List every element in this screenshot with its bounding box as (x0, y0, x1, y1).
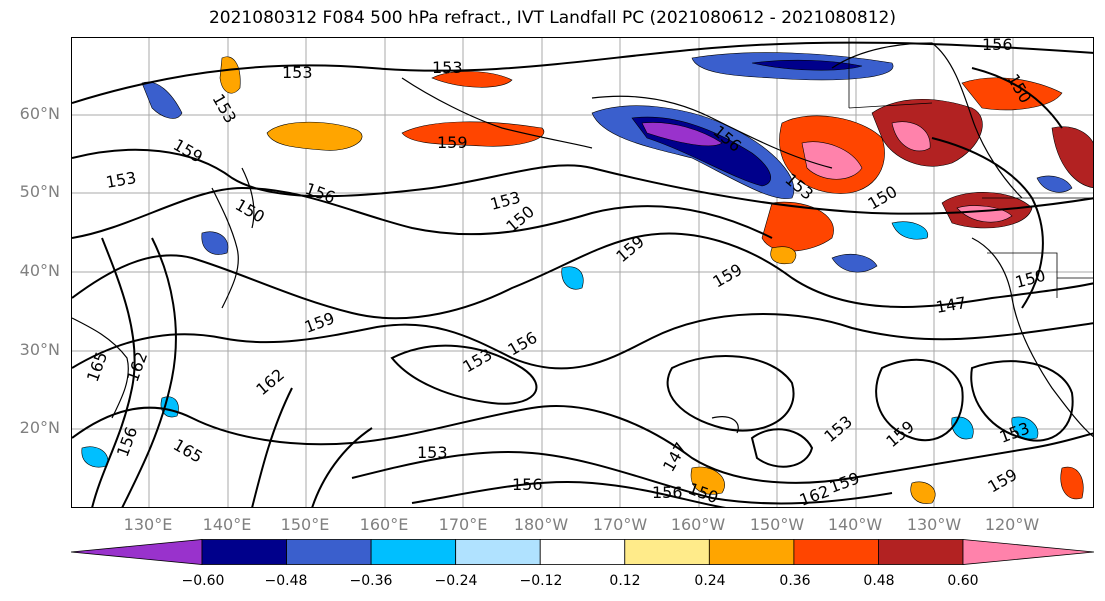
map-canvas: 153 153 153 159 159 153 156 150 153 150 … (72, 38, 1093, 508)
colorbar-segment (793, 539, 879, 565)
colorbar-tick: 0.48 (863, 573, 895, 589)
contour-label: 162 (123, 349, 151, 384)
positive-anomaly-shading (219, 56, 1093, 504)
height-contours (72, 41, 1093, 507)
contour-label: 153 (432, 58, 463, 77)
contour-label: 159 (170, 135, 206, 167)
lon-label-160w: 160°W (670, 515, 726, 534)
contour-label: 165 (170, 435, 206, 467)
colorbar-tick: 0.60 (947, 573, 979, 589)
contour-label: 153 (820, 412, 856, 446)
lon-label-150e: 150°E (280, 515, 330, 534)
lon-label-120w: 120°W (984, 515, 1040, 534)
lon-label-150w: 150°W (749, 515, 805, 534)
colorbar-segment (878, 539, 964, 565)
colorbar-tick: −0.24 (434, 573, 478, 589)
contour-label: 162 (797, 481, 832, 508)
borders (848, 38, 1093, 298)
lon-label-140w: 140°W (827, 515, 883, 534)
lat-label-20n: 20°N (19, 418, 60, 437)
lat-label-50n: 50°N (19, 182, 60, 201)
contour-label: 150 (232, 195, 268, 227)
negative-anomaly-shading (81, 52, 1073, 468)
colorbar-segment (286, 539, 372, 565)
colorbar-tick: 0.24 (694, 573, 726, 589)
contour-label: 147 (934, 293, 967, 317)
colorbar-extend-high (962, 539, 1094, 565)
lon-label-170e: 170°E (438, 515, 488, 534)
colorbar-tick: −0.12 (519, 573, 563, 589)
map-panel: 153 153 153 159 159 153 156 150 153 150 … (71, 37, 1094, 508)
colorbar-tick: −0.48 (264, 573, 308, 589)
lat-label-30n: 30°N (19, 340, 60, 359)
colorbar-tick: 0.36 (779, 573, 811, 589)
contour-label: 156 (652, 483, 683, 502)
contour-label: 150 (1013, 266, 1047, 292)
colorbar-tick: −0.60 (181, 573, 225, 589)
contour-label: 153 (104, 168, 137, 192)
colorbar-segment (201, 539, 287, 565)
contour-label: 150 (865, 182, 901, 214)
contour-label: 159 (437, 133, 468, 152)
contour-label: 147 (659, 439, 691, 475)
contour-label: 156 (982, 38, 1013, 54)
coastlines (72, 42, 1093, 438)
colorbar (71, 539, 1094, 565)
colorbar-segment (624, 539, 710, 565)
contour-label: 162 (252, 365, 288, 399)
contour-label: 165 (83, 349, 111, 384)
contour-label: 153 (417, 443, 448, 462)
contour-label: 153 (460, 345, 496, 377)
colorbar-tick: 0.12 (609, 573, 641, 589)
contour-label: 159 (827, 468, 862, 496)
contour-label: 153 (997, 418, 1032, 446)
contour-label: 153 (209, 91, 241, 127)
lon-label-170w: 170°W (592, 515, 648, 534)
contour-label: 156 (512, 475, 543, 494)
lon-label-130e: 130°E (123, 515, 173, 534)
colorbar-segment (370, 539, 457, 565)
contour-label: 156 (303, 179, 338, 207)
lat-label-40n: 40°N (19, 261, 60, 280)
colorbar-segment (539, 539, 626, 565)
colorbar-extend-low (71, 539, 203, 565)
colorbar-segment (455, 539, 541, 565)
lat-label-60n: 60°N (19, 104, 60, 123)
contour-label: 159 (710, 260, 746, 292)
lon-label-130w: 130°W (906, 515, 962, 534)
colorbar-segment (708, 539, 795, 565)
contour-label: 153 (282, 63, 313, 82)
lon-label-140e: 140°E (202, 515, 252, 534)
lon-label-180w: 180°W (513, 515, 569, 534)
contour-label: 159 (612, 232, 648, 266)
contour-label: 156 (505, 328, 541, 360)
contour-label: 159 (985, 465, 1021, 497)
lon-label-160e: 160°E (359, 515, 409, 534)
map-title: 2021080312 F084 500 hPa refract., IVT La… (208, 8, 896, 28)
contour-label: 159 (302, 308, 337, 336)
colorbar-tick: −0.36 (349, 573, 393, 589)
